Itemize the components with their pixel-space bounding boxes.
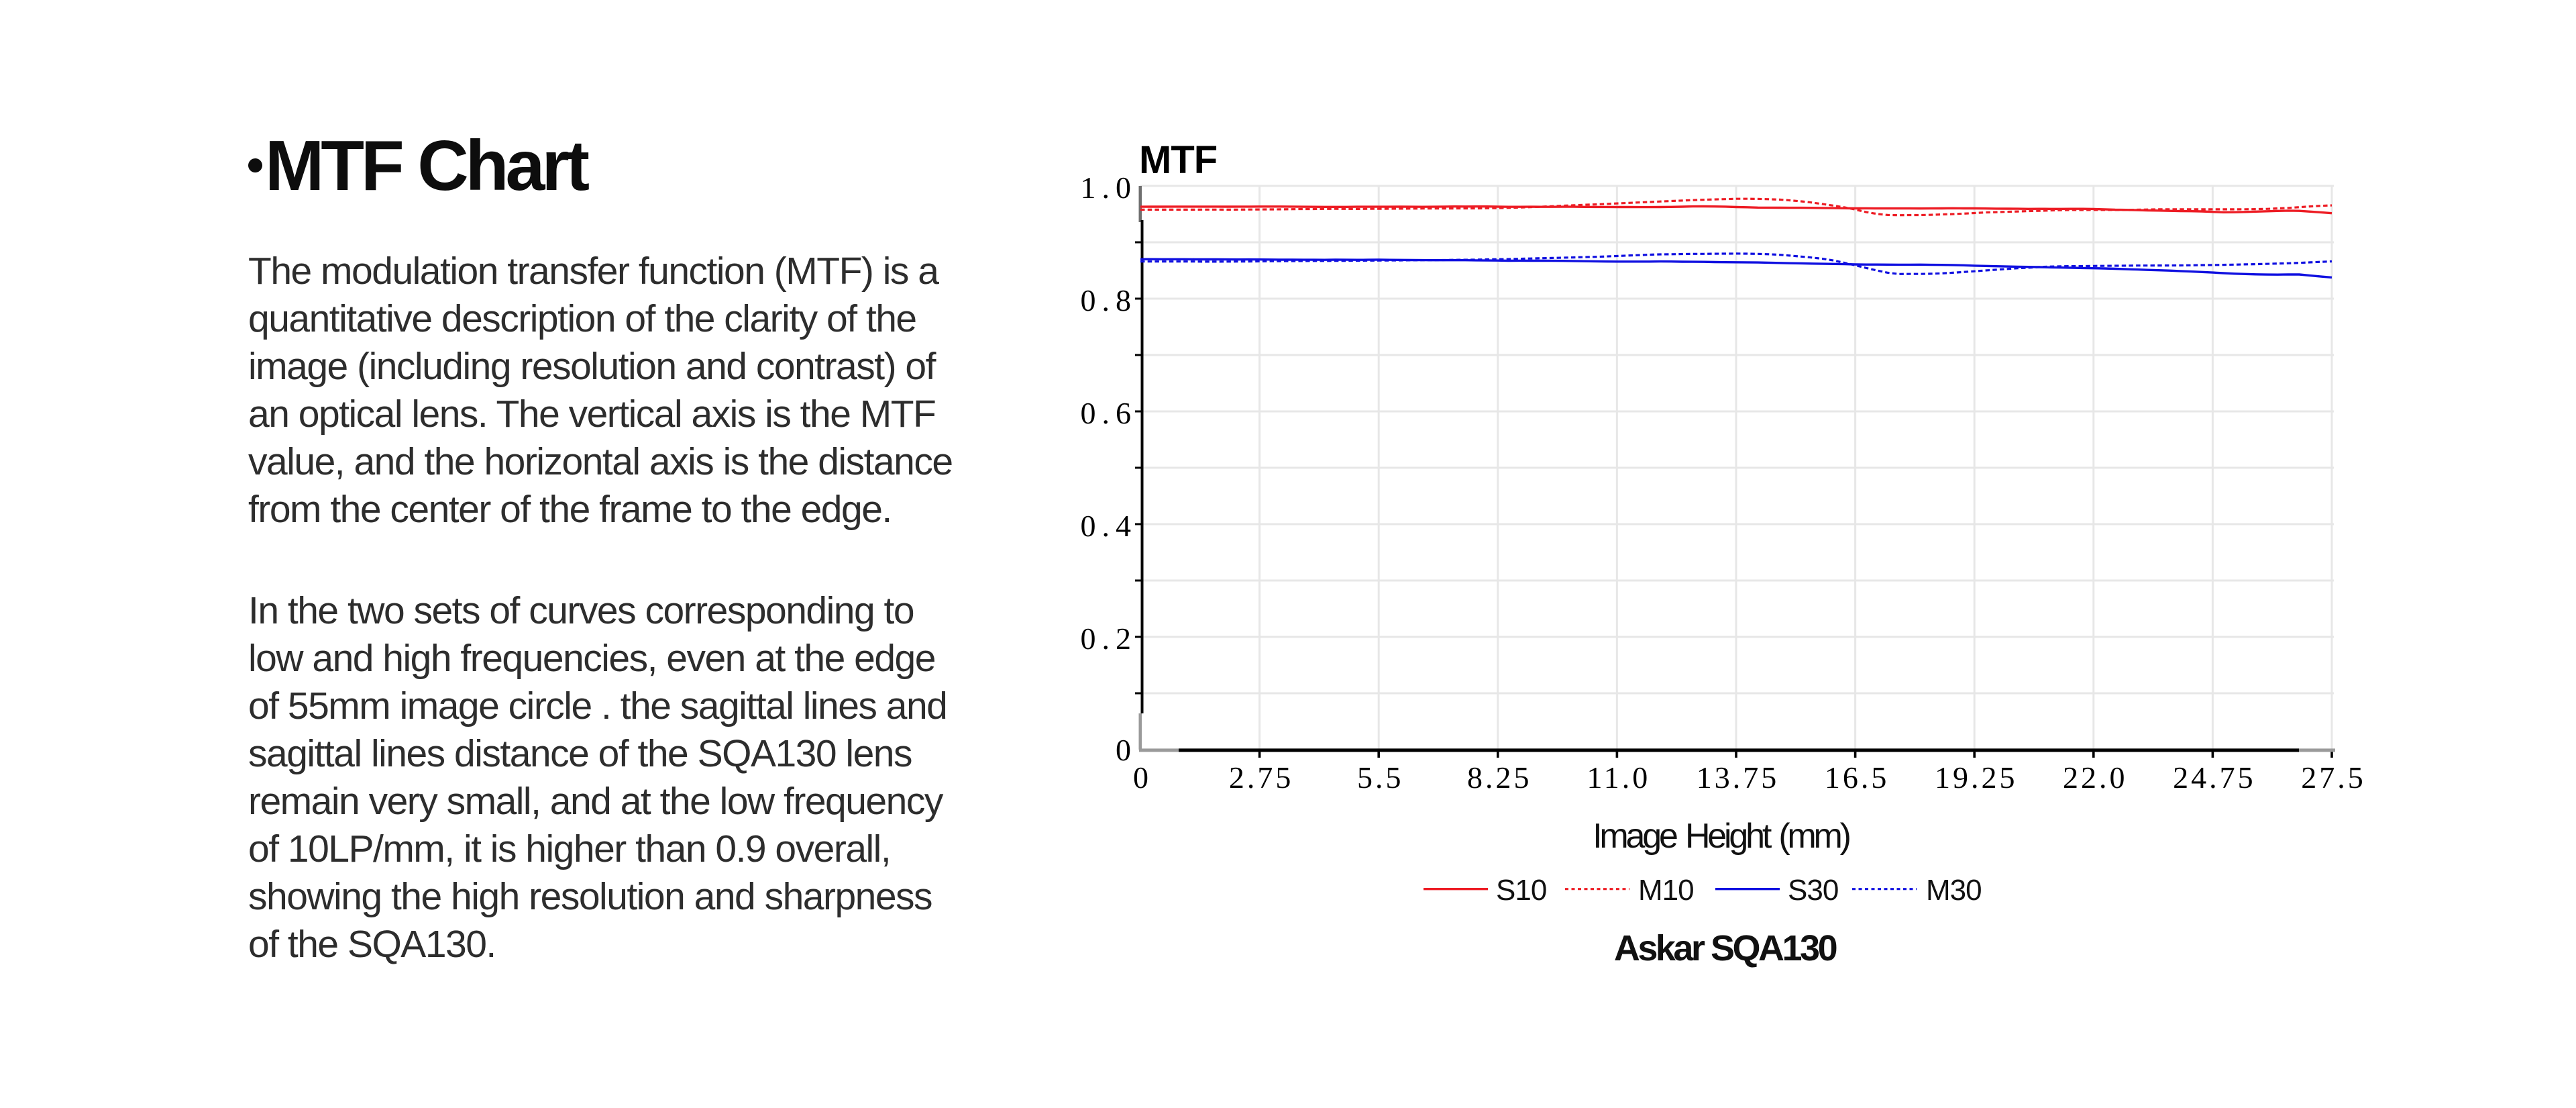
svg-text:Image Height (mm): Image Height (mm) [1593, 817, 1849, 856]
svg-text:0: 0 [1116, 733, 1131, 767]
svg-text:1.0: 1.0 [1081, 170, 1132, 205]
svg-text:0.6: 0.6 [1081, 396, 1132, 430]
svg-text:0: 0 [1133, 760, 1151, 795]
svg-text:0.4: 0.4 [1081, 509, 1132, 543]
svg-text:13.75: 13.75 [1697, 760, 1780, 795]
svg-text:Askar SQA130: Askar SQA130 [1614, 928, 1837, 968]
svg-text:11.0: 11.0 [1587, 760, 1651, 795]
svg-text:22.0: 22.0 [2063, 760, 2128, 795]
svg-text:2.75: 2.75 [1229, 760, 1294, 795]
svg-text:M10: M10 [1638, 874, 1694, 907]
svg-text:16.5: 16.5 [1825, 760, 1890, 795]
svg-text:M30: M30 [1926, 874, 1982, 907]
svg-text:27.5: 27.5 [2301, 760, 2366, 795]
svg-text:19.25: 19.25 [1935, 760, 2018, 795]
svg-text:MTF: MTF [1139, 138, 1217, 182]
svg-text:0.2: 0.2 [1081, 621, 1132, 656]
svg-text:24.75: 24.75 [2173, 760, 2256, 795]
svg-text:0.8: 0.8 [1081, 283, 1132, 317]
svg-text:S30: S30 [1788, 874, 1838, 907]
svg-text:8.25: 8.25 [1467, 760, 1532, 795]
svg-text:S10: S10 [1496, 874, 1546, 907]
svg-text:5.5: 5.5 [1357, 760, 1404, 795]
